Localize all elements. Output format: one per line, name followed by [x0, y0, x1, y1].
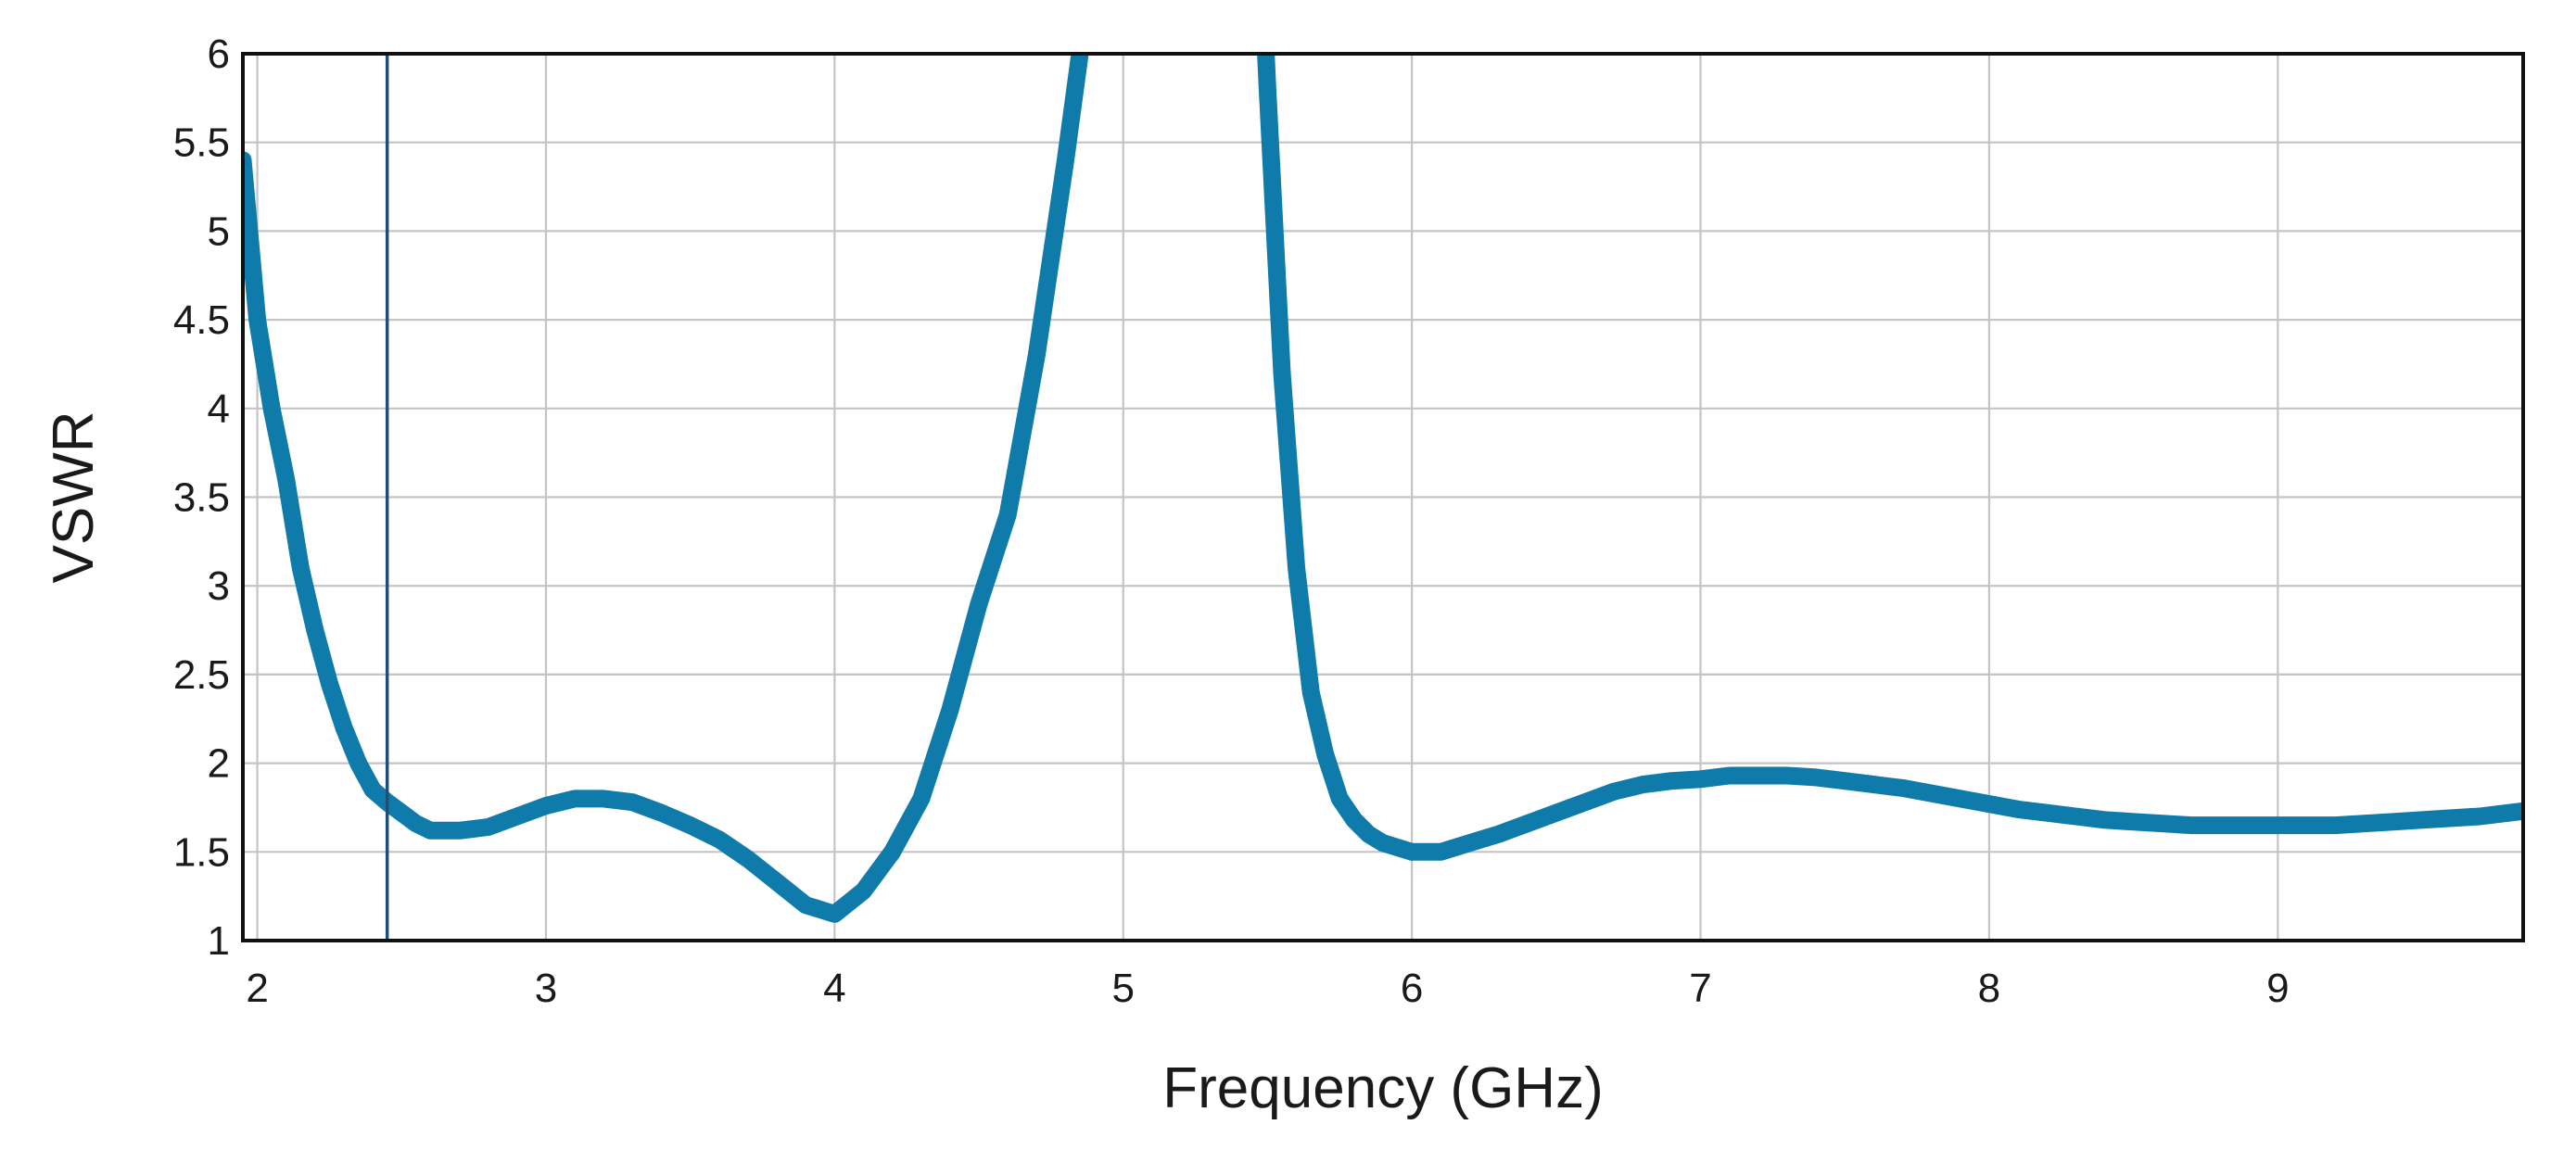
- x-tick-label: 8: [1978, 966, 2000, 1011]
- vswr-series-line: [243, 54, 2523, 923]
- y-tick-label: 1.5: [173, 829, 230, 875]
- y-tick-label: 5.5: [173, 120, 230, 166]
- y-tick-label: 2: [208, 741, 230, 787]
- x-tick-label: 2: [246, 966, 268, 1011]
- y-tick-label: 2.5: [173, 652, 230, 698]
- x-tick-label: 9: [2266, 966, 2289, 1011]
- y-tick-label: 5: [208, 209, 230, 254]
- x-tick-label: 5: [1112, 966, 1135, 1011]
- x-tick-label: 3: [535, 966, 557, 1011]
- grid: [243, 52, 2523, 942]
- series-layer: [243, 54, 2523, 923]
- x-tick-label: 4: [823, 966, 845, 1011]
- x-tick-label: 7: [1689, 966, 1711, 1011]
- x-tick-labels: 2 3 4 5 6 7 8 9: [246, 966, 2289, 1011]
- x-axis-title: Frequency (GHz): [1162, 1056, 1603, 1120]
- plot-frame: [241, 52, 2525, 942]
- y-tick-label: 1: [208, 918, 230, 964]
- y-tick-labels: 1 1.5 2 2.5 3 3.5 4 4.5 5 5.5 6: [173, 32, 230, 964]
- y-tick-label: 4: [208, 386, 230, 432]
- y-axis-title: VSWR: [42, 411, 106, 584]
- y-tick-label: 6: [208, 32, 230, 77]
- y-tick-label: 4.5: [173, 297, 230, 343]
- x-tick-label: 6: [1401, 966, 1423, 1011]
- y-tick-label: 3: [208, 563, 230, 609]
- y-tick-label: 3.5: [173, 475, 230, 521]
